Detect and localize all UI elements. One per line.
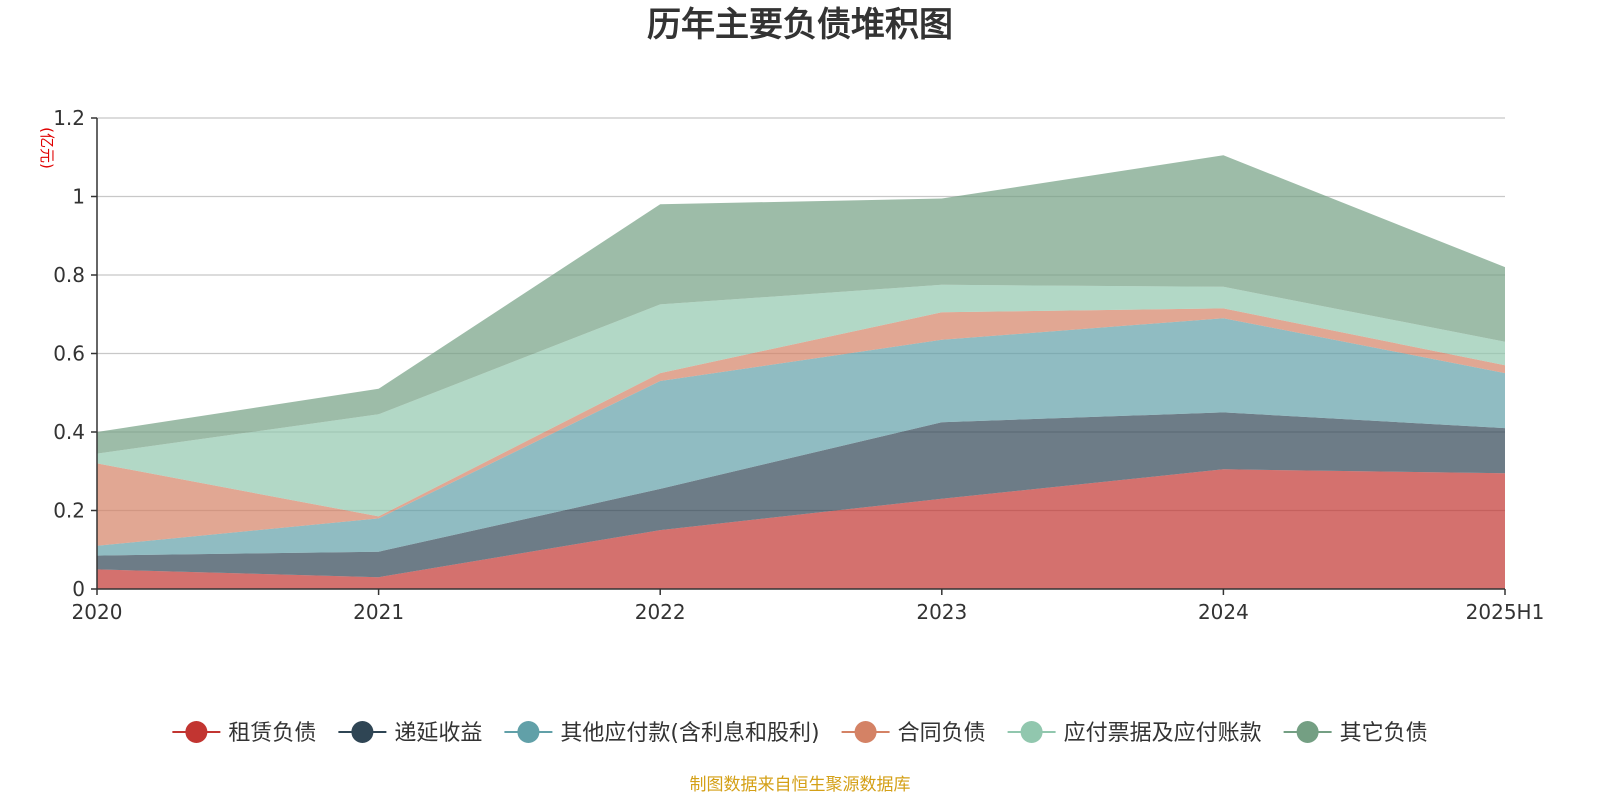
y-tick-label: 0.2 [53,499,85,523]
y-tick-label: 0 [72,577,85,601]
y-tick-label: 0.4 [53,420,85,444]
legend-marker [1020,721,1043,743]
y-axis-unit-label: (亿元) [38,127,56,169]
legend-marker [854,721,877,743]
x-tick-label: 2021 [353,600,404,624]
area-合同负债 [97,308,1505,546]
legend-item: 其它负债 [1283,721,1428,746]
x-tick-label: 2020 [72,600,123,624]
legend-marker [517,721,540,743]
legend-label: 其它负债 [1340,721,1428,746]
area-series [97,155,1505,589]
legend-marker [1296,721,1319,743]
x-tick-label: 2023 [916,600,967,624]
x-tick-label: 2024 [1198,600,1249,624]
legend: 租赁负债 递延收益 其他应付款(含利息和股利) 合同负债 应付票据及应付账款 其它负债 [172,721,1428,746]
legend-label: 递延收益 [394,721,482,746]
legend-label: 其他应付款(含利息和股利) [560,721,819,746]
axes: 0 0.2 0.4 0.6 0.8 1 1.2 2020 2021 2022 2023 2024 202… [53,106,1544,624]
legend-label: 租赁负债 [228,721,316,746]
legend-marker [351,721,374,743]
area-其它负债 [97,155,1505,454]
y-tick-label: 1.2 [53,106,85,130]
y-tick-label: 1 [72,185,85,209]
area-租赁负债 [97,469,1505,589]
area-其他应付款(含利息和股利) [97,318,1505,556]
legend-item: 其他应付款(含利息和股利) [504,721,820,746]
x-tick-label: 2025H1 [1466,600,1545,624]
legend-item: 应付票据及应付账款 [1007,721,1262,746]
legend-item: 递延收益 [338,721,482,746]
x-tick-label: 2022 [635,600,686,624]
area-递延收益 [97,412,1505,578]
chart-title: 历年主要负债堆积图 [647,5,953,45]
legend-item: 合同负债 [841,721,986,746]
legend-label: 应付票据及应付账款 [1064,721,1262,746]
y-tick-label: 0.6 [53,342,85,366]
legend-item: 租赁负债 [172,721,316,746]
source-note: 制图数据来自恒生聚源数据库 [690,775,911,795]
y-tick-label: 0.8 [53,263,85,287]
legend-marker [185,721,208,743]
legend-label: 合同负债 [898,721,986,746]
area-应付票据及应付账款 [97,284,1505,517]
